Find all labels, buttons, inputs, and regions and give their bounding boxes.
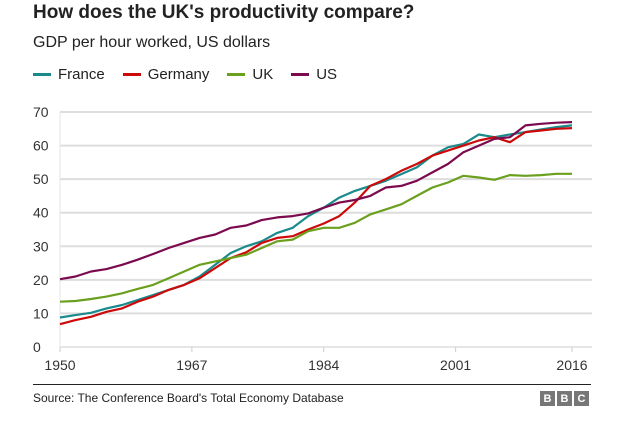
chart-subtitle: GDP per hour worked, US dollars bbox=[33, 34, 271, 51]
legend-swatch bbox=[33, 73, 51, 76]
series-line-france bbox=[59, 124, 573, 319]
y-tick-label: 70 bbox=[33, 104, 49, 120]
legend-item-uk: UK bbox=[227, 66, 273, 83]
legend-label: Germany bbox=[147, 66, 210, 83]
legend-item-germany: Germany bbox=[122, 66, 210, 83]
legend-label: UK bbox=[252, 66, 274, 83]
series-line-us bbox=[59, 121, 573, 281]
legend-swatch bbox=[291, 73, 310, 76]
y-tick-label: 50 bbox=[33, 171, 49, 187]
y-tick-label: 10 bbox=[33, 305, 49, 321]
legend-item-france: France bbox=[33, 66, 105, 83]
legend-swatch bbox=[122, 73, 141, 76]
footer-divider bbox=[33, 384, 591, 385]
legend-item-us: US bbox=[291, 66, 337, 83]
x-tick-label: 2001 bbox=[440, 357, 471, 373]
chart-title: How does the UK's productivity compare? bbox=[33, 2, 415, 23]
legend-swatch bbox=[227, 73, 246, 76]
x-tick-label: 1950 bbox=[44, 357, 75, 373]
legend-label: US bbox=[316, 66, 338, 83]
legend-label: France bbox=[58, 66, 105, 83]
x-tick-label: 1967 bbox=[176, 357, 207, 373]
source-note: Source: The Conference Board's Total Eco… bbox=[33, 391, 344, 405]
legend: France Germany UK US bbox=[33, 66, 337, 83]
y-tick-label: 40 bbox=[33, 205, 49, 221]
series-line-germany bbox=[59, 127, 573, 326]
y-tick-label: 0 bbox=[33, 339, 41, 355]
x-tick-label: 1984 bbox=[308, 357, 339, 373]
y-tick-label: 30 bbox=[33, 238, 49, 254]
y-tick-label: 60 bbox=[33, 138, 49, 154]
y-tick-label: 20 bbox=[33, 272, 49, 288]
x-tick-label: 2016 bbox=[556, 357, 587, 373]
series-line-uk bbox=[59, 172, 572, 303]
